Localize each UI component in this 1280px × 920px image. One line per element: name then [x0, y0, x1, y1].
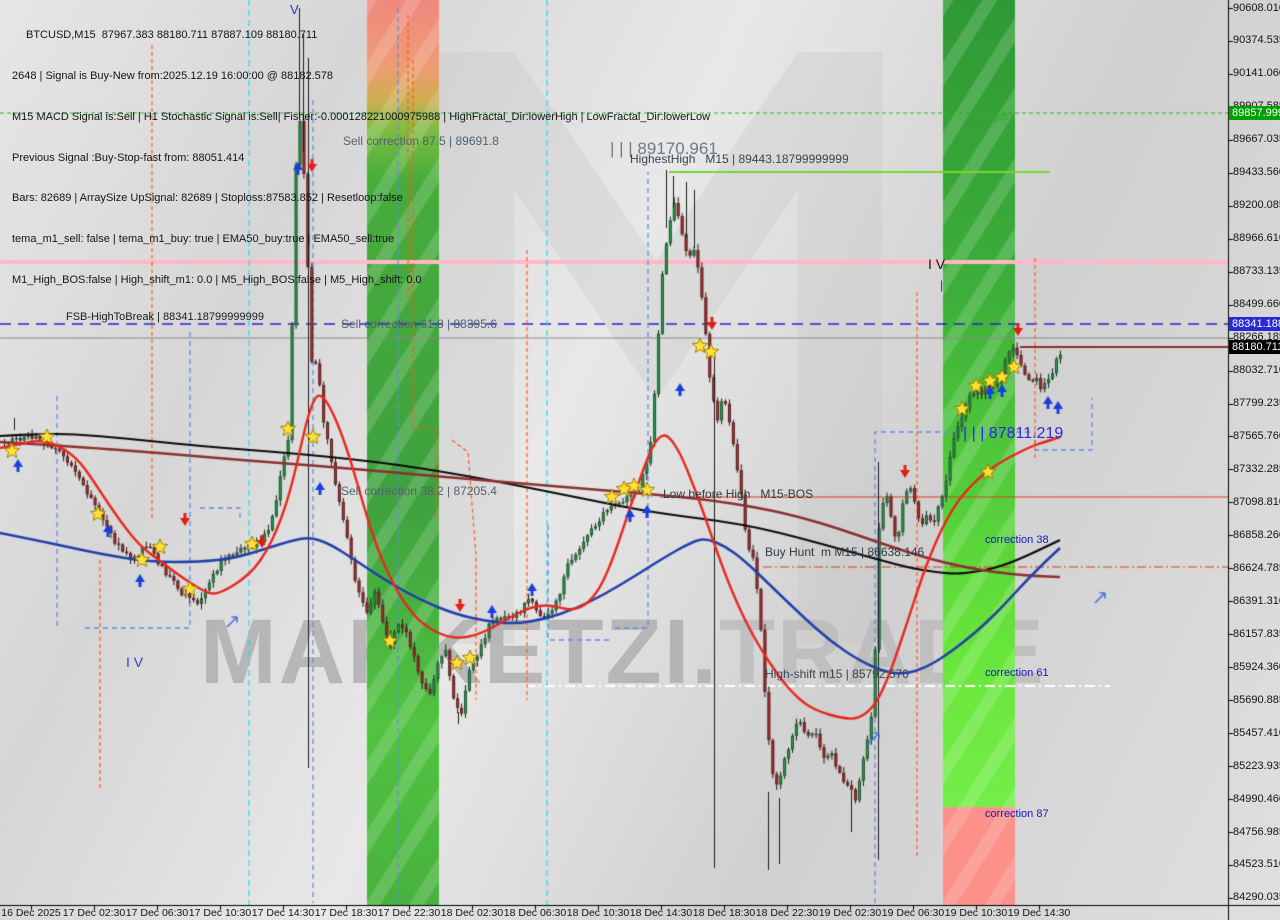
price-axis-label: 85457.410 — [1233, 726, 1280, 739]
time-axis-label: 18 Dec 10:30 — [566, 907, 630, 919]
time-axis-label: 18 Dec 06:30 — [503, 907, 567, 919]
time-axis-label: 17 Dec 02:30 — [62, 907, 126, 919]
header-signal-line: 2648 | Signal is Buy-New from:2025.12.19… — [12, 69, 334, 82]
price-axis-label: 87799.235 — [1233, 397, 1280, 410]
chart-annotation: correction 61 — [985, 667, 1049, 679]
price-axis-label: 87098.810 — [1233, 495, 1280, 508]
header-macd-line: M15 MACD Signal is:Sell | H1 Stochastic … — [12, 110, 711, 123]
chart-annotation: Low before High M15-BOS — [663, 487, 814, 501]
price-axis-label: 86624.785 — [1233, 561, 1280, 574]
chart-annotation: Sell correction 38.2 | 87205.4 — [341, 484, 497, 498]
chart-annotation: correction 87 — [985, 808, 1049, 820]
price-axis-label: 84756.985 — [1233, 825, 1280, 838]
chart-annotation: I V — [126, 654, 144, 670]
time-axis-label: 18 Dec 18:30 — [692, 907, 756, 919]
price-axis-label: 89200.085 — [1233, 199, 1280, 212]
time-axis-label: 19 Dec 10:30 — [944, 907, 1008, 919]
price-axis-label: 86157.835 — [1233, 627, 1280, 640]
price-badge: 88341.188 — [1229, 317, 1280, 331]
time-axis-label: 17 Dec 18:30 — [314, 907, 378, 919]
time-axis-label: 18 Dec 22:30 — [755, 907, 819, 919]
price-axis-label: 88499.660 — [1233, 298, 1280, 311]
price-axis-label: 87332.285 — [1233, 462, 1280, 475]
chart-annotation: FSB-HighToBreak | 88341.18799999999 — [66, 311, 264, 323]
header-symbol-line: BTCUSD,M15 87967.383 88180.711 87887.109… — [26, 29, 318, 42]
chart-annotation: High-shift m15 | 85792.570 — [765, 667, 909, 681]
time-axis-label: 17 Dec 14:30 — [251, 907, 315, 919]
chart-annotation: | | | 87811.219 — [963, 425, 1064, 442]
time-axis-label: 17 Dec 06:30 — [125, 907, 189, 919]
chart-annotation: Sell correction 87.5 | 89691.8 — [343, 134, 499, 148]
price-axis-label: 90608.010 — [1233, 1, 1280, 14]
price-axis-label: 86858.260 — [1233, 528, 1280, 541]
chart-annotation: Buy Hunt m M15 | 86638.146 — [765, 545, 925, 559]
chart-annotation: correction 38 — [985, 534, 1049, 546]
price-axis-label: 87565.760 — [1233, 429, 1280, 442]
price-axis-label: 89433.560 — [1233, 166, 1280, 179]
chart-annotation: HighestHigh M15 | 89443.18799999999 — [630, 152, 849, 166]
chart-annotation: | | | 89170.961 — [610, 139, 718, 158]
time-axis-label: 17 Dec 22:30 — [377, 907, 441, 919]
time-axis-label: 17 Dec 10:30 — [188, 907, 252, 919]
header-bars-line: Bars: 82689 | ArraySize UpSignal: 82689 … — [12, 192, 403, 205]
time-axis-label: 18 Dec 02:30 — [440, 907, 504, 919]
price-axis-label: 86391.310 — [1233, 594, 1280, 607]
price-axis-label: 84290.035 — [1233, 891, 1280, 904]
header-previous-signal-line: Previous Signal :Buy-Stop-fast from: 880… — [12, 151, 245, 164]
chart-annotation: V — [290, 2, 299, 17]
price-axis-label: 88733.135 — [1233, 265, 1280, 278]
chart-annotation: Sell correction 61.8 | 88395.6 — [341, 317, 497, 331]
price-axis-label: 85924.360 — [1233, 660, 1280, 673]
header-tema-line: tema_m1_sell: false | tema_m1_buy: true … — [12, 233, 395, 246]
time-axis-label: 19 Dec 02:30 — [818, 907, 882, 919]
price-badge: 88180.711 — [1229, 340, 1280, 354]
chart-annotation: Target1 — [977, 111, 1014, 123]
time-axis-label: 18 Dec 14:30 — [629, 907, 693, 919]
price-axis-label: 84523.510 — [1233, 858, 1280, 871]
chart-info-header: BTCUSD,M15 87967.383 88180.711 87887.109… — [12, 2, 710, 315]
price-axis-label: 88032.710 — [1233, 364, 1280, 377]
price-axis-label: 90374.535 — [1233, 34, 1280, 47]
price-badge: 89857.999 — [1229, 106, 1280, 120]
time-axis-label: 16 Dec 2025 — [1, 907, 61, 919]
chart-annotation: | — [940, 278, 944, 292]
chart-annotation: I V — [928, 256, 946, 272]
price-axis-label: 85690.885 — [1233, 693, 1280, 706]
time-axis-label: 19 Dec 14:30 — [1007, 907, 1071, 919]
price-axis-label: 84990.460 — [1233, 792, 1280, 805]
time-axis-label: 19 Dec 06:30 — [881, 907, 945, 919]
price-axis-label: 89667.035 — [1233, 133, 1280, 146]
price-axis-label: 90141.060 — [1233, 67, 1280, 80]
header-bos-line: M1_High_BOS:false | High_shift_m1: 0.0 |… — [12, 273, 422, 286]
price-axis-label: 85223.935 — [1233, 759, 1280, 772]
price-axis-label: 88966.610 — [1233, 232, 1280, 245]
